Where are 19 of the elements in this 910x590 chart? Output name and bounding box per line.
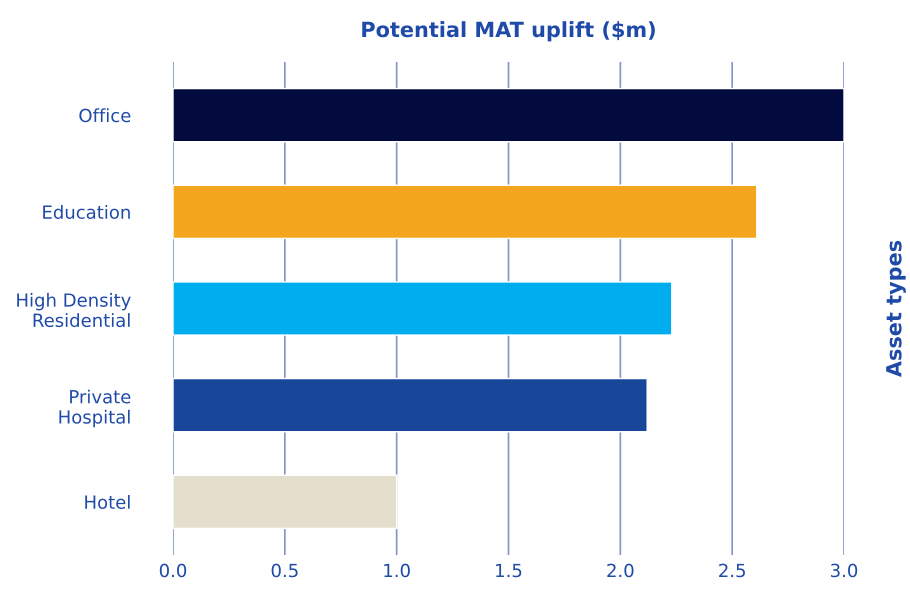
y-tick-label: Education [43, 204, 130, 219]
y-tick-label: Office [79, 108, 130, 122]
y-tick-label: High Density Residential [17, 292, 131, 328]
bar [173, 281, 672, 336]
x-tick-label: 0.0 [160, 564, 186, 578]
x-tick-label: 1.5 [496, 564, 522, 578]
chart-title: Potential MAT uplift ($m) [362, 21, 655, 42]
x-tick-label: 3.0 [831, 564, 858, 578]
y-tick-label: Hotel [85, 494, 130, 509]
y-axis-title: Asset types [886, 240, 906, 378]
bar [173, 474, 398, 530]
x-tick-label: 0.5 [272, 564, 298, 578]
y-tick-label: Private Hospital [59, 390, 130, 428]
x-tick-label: 1.0 [384, 564, 410, 578]
bar [173, 378, 648, 432]
bar [173, 184, 758, 240]
x-tick-label: 2.5 [719, 564, 745, 578]
x-tick-label: 2.0 [607, 564, 634, 578]
bar [173, 88, 844, 142]
